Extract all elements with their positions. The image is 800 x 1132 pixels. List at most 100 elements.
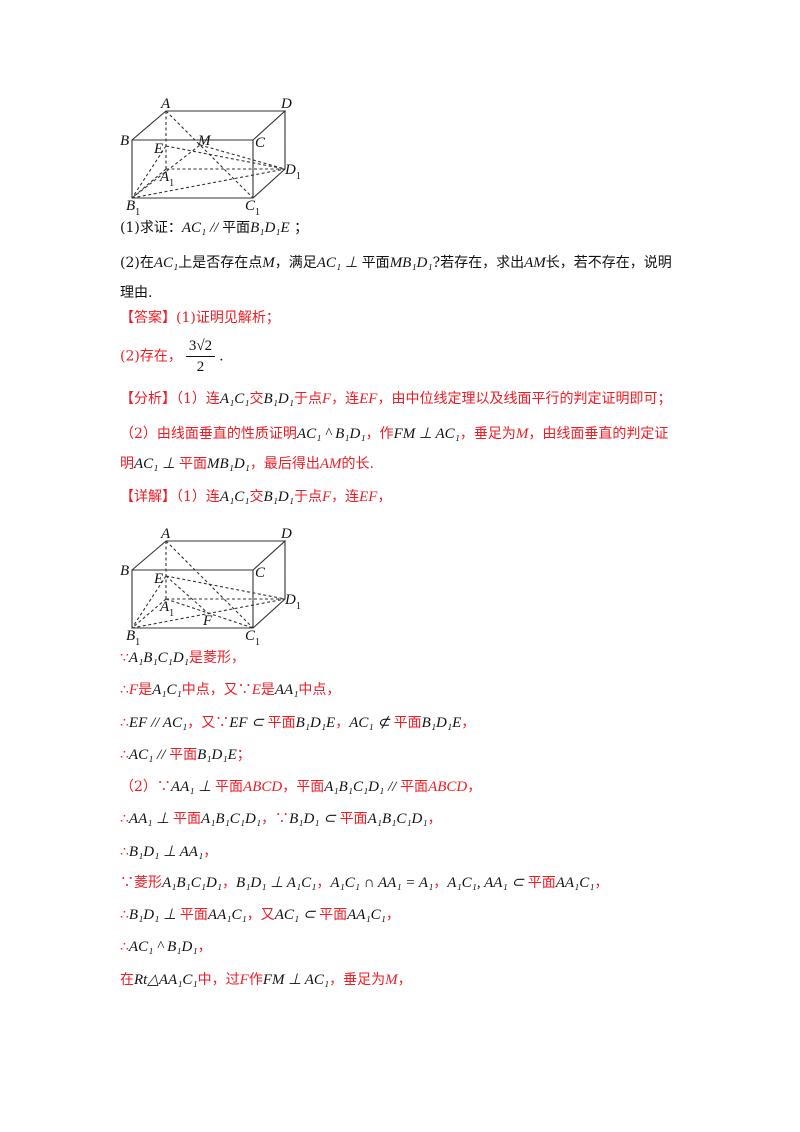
math-expression: AA₁C₁ xyxy=(555,875,595,891)
text-segment: ∵菱形 xyxy=(120,875,162,891)
text-segment: 作 xyxy=(248,972,263,988)
math-expression: AC₁ ^ B₁D₁ xyxy=(128,939,198,955)
text-segment: ∴ xyxy=(120,682,129,698)
label-e: E xyxy=(153,571,163,587)
text-segment: ， xyxy=(203,844,218,860)
math-expression: E xyxy=(251,682,261,698)
text-segment: (2)在 xyxy=(120,255,154,271)
math-expression: AC₁ // xyxy=(181,220,223,236)
text-segment: 是 xyxy=(260,682,275,698)
math-expression: AC₁ ⊥ xyxy=(316,255,362,271)
fraction-numerator: 3√2 xyxy=(185,336,216,357)
fraction-denominator: 2 xyxy=(196,359,205,375)
math-expression: AM xyxy=(319,456,342,472)
label-d1: D1 xyxy=(284,162,301,182)
text-segment: 【答案】(1)证明见解析； xyxy=(120,310,280,326)
text-segment: ， xyxy=(335,715,350,731)
text-segment: 平面 xyxy=(527,875,556,891)
text-line: ∴AA₁ ⊥ 平面A₁B₁C₁D₁，∵B₁D₁ ⊂ 平面A₁B₁C₁D₁， xyxy=(120,809,442,829)
text-segment: 交 xyxy=(249,391,264,407)
math-expression: AC₁ xyxy=(153,255,179,271)
text-segment: ∴ xyxy=(120,811,129,827)
text-segment: 是菱形， xyxy=(188,650,245,666)
text-segment: 平面 xyxy=(215,779,244,795)
text-segment: ，又∵ xyxy=(187,715,230,731)
math-expression: A₁B₁C₁D₁ // xyxy=(324,779,401,795)
text-line: 在Rt△AA₁C₁中，过F作FM ⊥ AC₁，垂足为M， xyxy=(120,970,412,990)
math-expression: B₁D₁E xyxy=(295,715,336,731)
text-segment: 平面 xyxy=(178,456,207,472)
math-expression: B₁D₁ ⊥ AA₁ xyxy=(128,844,204,860)
text-segment: ，由中位线定理以及线面平行的判定证明即可； xyxy=(377,391,672,407)
text-segment: 平面 xyxy=(400,779,429,795)
math-expression: A₁C₁ xyxy=(152,682,182,698)
math-expression: B₁D₁ ⊂ xyxy=(289,811,340,827)
text-segment: ， xyxy=(427,811,442,827)
math-expression: AC₁ // xyxy=(128,747,170,763)
text-segment: ∴ xyxy=(120,747,129,763)
text-segment: ， xyxy=(316,875,331,891)
text-segment: （2）由线面垂直的性质证明 xyxy=(120,426,297,442)
math-expression: MB₁D₁ xyxy=(206,456,250,472)
text-segment: ； xyxy=(289,220,309,236)
text-line: （2）由线面垂直的性质证明AC₁ ^ B₁D₁，作FM ⊥ AC₁，垂足为M，由… xyxy=(120,424,668,444)
text-segment: ?若存在，求出 xyxy=(432,255,525,271)
math-expression: B₁D₁E xyxy=(250,220,290,236)
text-segment: ，平面 xyxy=(282,779,325,795)
math-expression: A₁B₁C₁D₁ xyxy=(162,875,223,891)
text-segment: ， xyxy=(397,972,412,988)
text-segment: (1)求证： xyxy=(120,220,182,236)
text-segment: 中，过 xyxy=(197,972,240,988)
figure-prism-with-point-m: A D B C E M A1 D1 B1 C1 xyxy=(120,96,301,218)
label-b1: B1 xyxy=(126,628,140,648)
text-segment: ， xyxy=(197,939,212,955)
text-segment: ，垂足为 xyxy=(329,972,386,988)
math-expression: B₁D₁ ⊥ xyxy=(128,907,180,923)
math-expression: B₁D₁E xyxy=(197,747,237,763)
math-expression: B₁D₁ xyxy=(263,489,294,505)
text-line: (2)在AC₁上是否存在点M，满足AC₁ ⊥ 平面MB₁D₁?若存在，求出AM长… xyxy=(120,253,672,273)
text-segment: 平面 xyxy=(267,715,296,731)
text-segment: （2）∵ xyxy=(120,779,171,795)
math-expression: F xyxy=(321,489,332,505)
math-expression: FM ⊥ AC₁ xyxy=(393,426,460,442)
figure-prism-with-point-f: A D B C E F A1 D1 B1 C1 xyxy=(120,526,301,648)
math-expression: AM xyxy=(524,255,546,271)
label-c: C xyxy=(255,565,266,581)
text-segment: ， xyxy=(433,875,448,891)
math-expression: AA₁C₁ xyxy=(347,907,386,923)
math-expression: ABCD xyxy=(243,779,283,795)
text-segment: 的长. xyxy=(341,456,374,472)
text-segment: ，最后得出 xyxy=(249,456,320,472)
math-expression: AA₁C₁ xyxy=(207,907,247,923)
text-line: (2)存在， 3√2 2. xyxy=(120,336,224,377)
label-e: E xyxy=(153,141,163,157)
math-expression: EF ⊂ xyxy=(229,715,268,731)
label-f: F xyxy=(202,613,213,629)
text-segment: ； xyxy=(236,747,251,763)
math-expression: A₁C₁ xyxy=(219,489,250,505)
math-expression: F xyxy=(128,682,139,698)
text-segment: (2)存在， xyxy=(120,348,182,365)
fraction: 3√2 2 xyxy=(185,336,216,377)
math-expression: M xyxy=(515,426,529,442)
text-segment: ， xyxy=(467,779,482,795)
math-expression: AC₁ ^ B₁D₁ xyxy=(296,426,366,442)
text-segment: ， xyxy=(385,907,400,923)
label-b: B xyxy=(120,133,129,149)
text-segment: 长，若不存在，说明 xyxy=(545,255,672,271)
text-line: ∴B₁D₁ ⊥ 平面AA₁C₁，又AC₁ ⊂ 平面AA₁C₁， xyxy=(120,905,400,925)
math-expression: A₁C₁ xyxy=(219,391,250,407)
text-segment: 平面 xyxy=(361,255,390,271)
text-line: ∴AC₁ ^ B₁D₁， xyxy=(120,937,212,957)
text-segment: ，由线面垂直的判定证 xyxy=(528,426,669,442)
label-c: C xyxy=(255,135,266,151)
math-expression: EF xyxy=(359,391,378,407)
text-segment: 在 xyxy=(120,972,134,988)
text-segment: ，连 xyxy=(331,489,360,505)
text-segment: ，∵ xyxy=(261,811,290,827)
math-expression: F xyxy=(239,972,249,988)
text-line: ∴AC₁ // 平面B₁D₁E； xyxy=(120,745,251,765)
math-expression: AC₁ ⊂ xyxy=(274,907,320,923)
label-b1: B1 xyxy=(126,198,140,218)
